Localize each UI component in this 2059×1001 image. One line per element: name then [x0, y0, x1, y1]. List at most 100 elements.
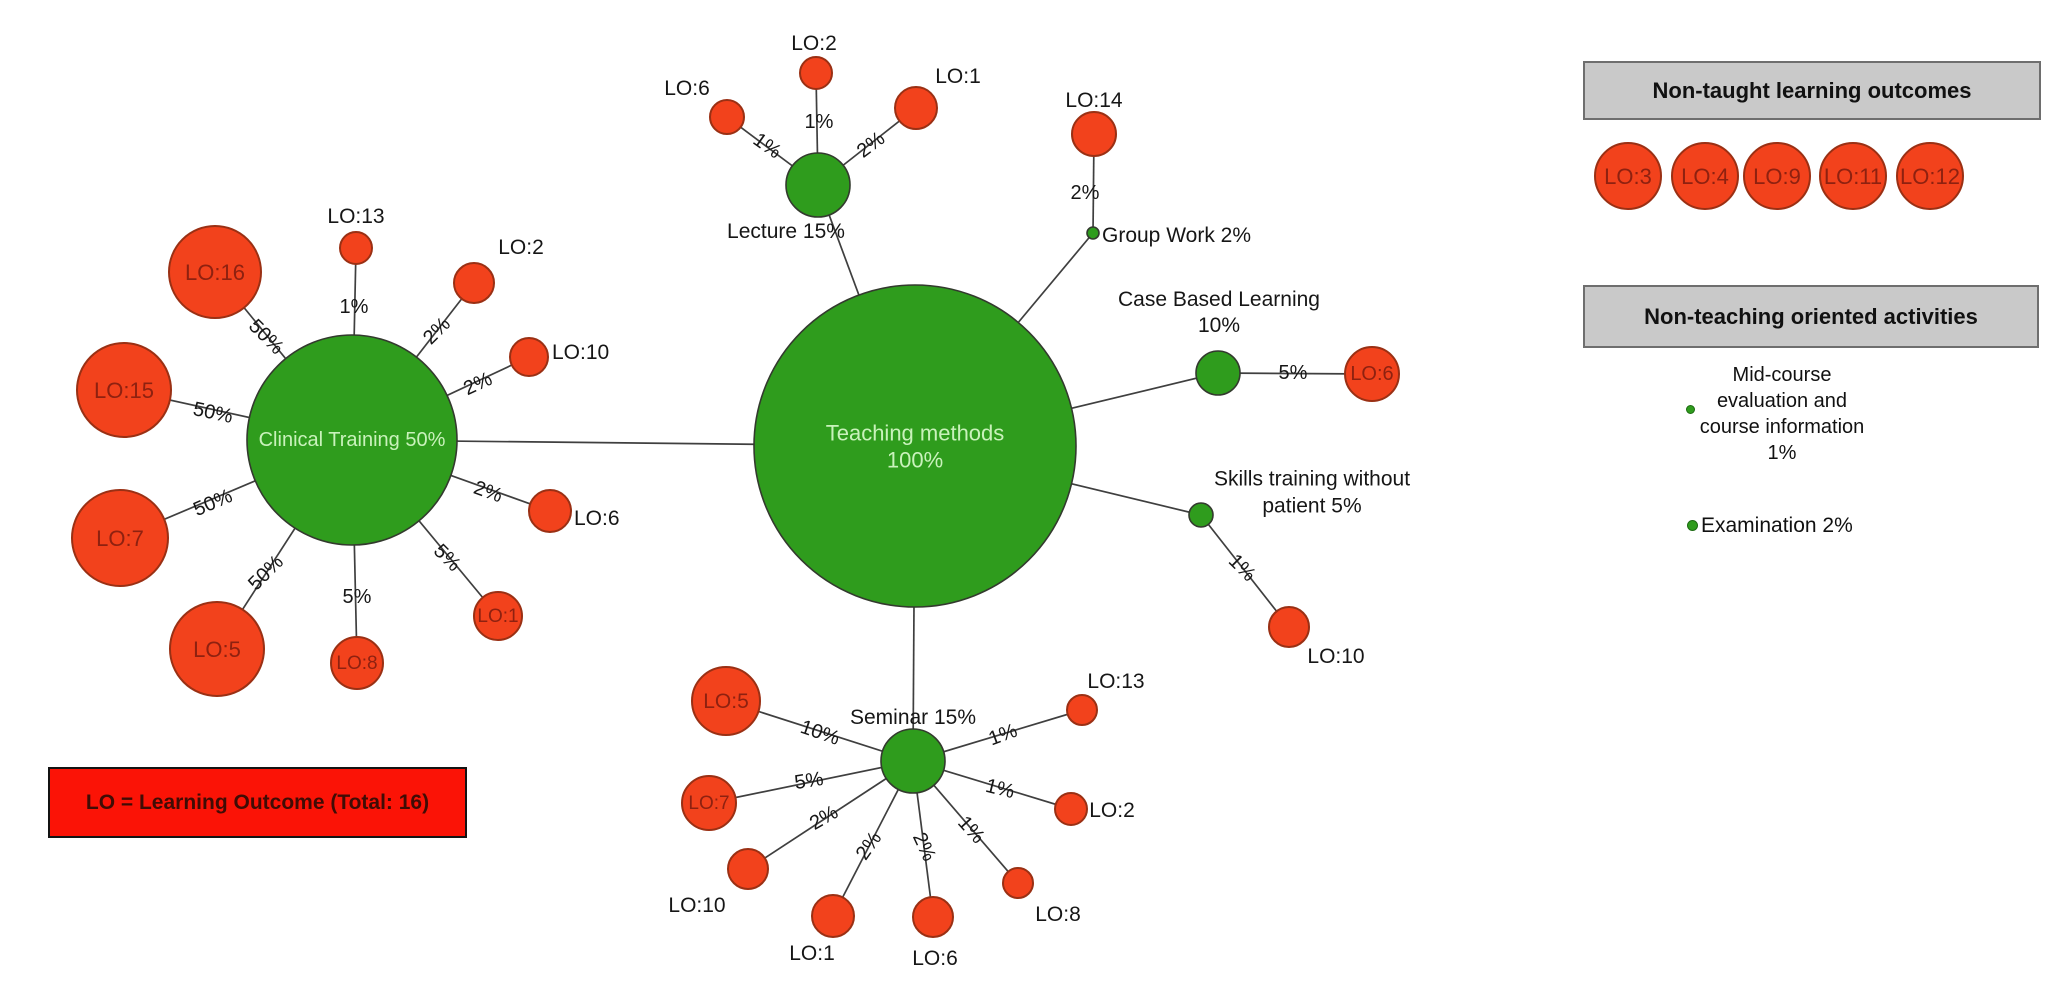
node-clinical: [246, 334, 458, 546]
node-label-lo11p: LO:11: [1824, 164, 1882, 189]
midcourse-line-2: evaluation and: [1716, 390, 1848, 412]
midcourse-dot-icon: [1686, 405, 1695, 414]
node-label-lo8c: LO:8: [336, 653, 377, 674]
node-lo10s: [727, 848, 769, 890]
node-label-lo13c: LO:13: [327, 205, 384, 228]
node-label-lo1s: LO:1: [789, 942, 835, 965]
node-label-lo12p: LO:12: [1900, 164, 1960, 189]
node-skills: [1188, 502, 1214, 528]
edge-label-seminar-lo6s: 2%: [908, 829, 940, 865]
node-lo13s: [1066, 694, 1098, 726]
edge-label-lecture-lo2l: 1%: [805, 111, 834, 133]
node-label-clinical: Clinical Training 50%: [259, 429, 446, 451]
node-lo5s: [691, 666, 761, 736]
legend-label: LO = Learning Outcome (Total: 16): [85, 790, 430, 814]
node-label-lo6s: LO:6: [912, 947, 958, 970]
node-lo6cb: [1344, 346, 1400, 402]
midcourse-line-3: course information: [1699, 416, 1865, 438]
edge-label-seminar-lo13s: 1%: [986, 720, 1021, 751]
node-label-seminar: Seminar 15%: [850, 706, 976, 729]
node-label-lo14: LO:14: [1065, 89, 1123, 112]
non-teaching-header: Non-teaching oriented activities: [1583, 285, 2039, 348]
node-lo13c: [339, 231, 373, 265]
node-lo4p: [1671, 142, 1739, 210]
node-label-lo3p: LO:3: [1604, 164, 1652, 189]
node-lo1l: [894, 86, 938, 130]
edge-label-case-lo6cb: 5%: [1279, 362, 1308, 384]
edge-label-clinical-lo10c: 2%: [460, 368, 496, 400]
node-label-lo9p: LO:9: [1753, 164, 1801, 189]
node-label-lo2l: LO:2: [791, 32, 837, 55]
node-lo6l: [709, 99, 745, 135]
node-label-lo4p: LO:4: [1681, 164, 1729, 189]
node-lo8c: [330, 636, 384, 690]
legend-box: LO = Learning Outcome (Total: 16): [48, 767, 467, 838]
node-lo2l: [799, 56, 833, 90]
edge-seminar-lo7s: [708, 760, 914, 804]
non-teaching-title: Non-teaching oriented activities: [1644, 303, 1978, 329]
midcourse-line-1: Mid-course: [1732, 364, 1832, 386]
node-label-lo15: LO:15: [94, 378, 154, 403]
node-case: [1195, 350, 1241, 396]
edge-label-clinical-lo7c: 50%: [190, 485, 236, 521]
node-label-lo10c: LO:10: [552, 341, 609, 364]
nodes-layer: [71, 56, 1964, 938]
node-lo11p: [1819, 142, 1887, 210]
node-lo12p: [1896, 142, 1964, 210]
node-lo14: [1071, 111, 1117, 157]
node-label-lo7s: LO:7: [688, 793, 729, 814]
edge-label-clinical-lo8c: 5%: [343, 586, 372, 608]
node-lo2s: [1054, 792, 1088, 826]
examination-label: Examination 2%: [1701, 514, 1853, 537]
examination-dot-icon: [1687, 520, 1698, 531]
node-lo1s: [811, 894, 855, 938]
node-lo7s: [681, 775, 737, 831]
node-label-lo1c: LO:1: [477, 606, 518, 627]
node-label-lo7c: LO:7: [96, 526, 144, 551]
node-lo7c: [71, 489, 169, 587]
node-label-lo1l: LO:1: [935, 65, 981, 88]
node-label-lo10sk: LO:10: [1307, 645, 1364, 668]
node-lo10sk: [1268, 606, 1310, 648]
edge-label-clinical-lo2c: 2%: [419, 313, 455, 349]
midcourse-activity: Mid-course evaluation and course informa…: [1680, 362, 1884, 466]
edge-label-seminar-lo10s: 2%: [806, 801, 842, 835]
edge-label-lecture-lo6l: 1%: [749, 129, 785, 164]
non-taught-title: Non-taught learning outcomes: [1652, 77, 1972, 103]
node-lo2c: [453, 262, 495, 304]
edge-label-clinical-lo6c: 2%: [471, 477, 506, 508]
labels-layer: 50%1%2%50%2%50% 2%50%5%5%1%1%2%2%5%1%10%5…: [94, 32, 1960, 970]
node-label-case: Case Based Learning 10%: [1118, 288, 1320, 337]
node-lo15: [76, 342, 172, 438]
edge-label-clinical-lo5c: 50%: [244, 551, 288, 595]
node-lo16: [168, 225, 262, 319]
node-lo5c: [169, 601, 265, 697]
node-label-teaching: Teaching methods 100%: [826, 420, 1005, 472]
edge-skills-lo10sk: [1200, 514, 1290, 628]
node-lo3p: [1594, 142, 1662, 210]
edge-label-clinical-lo15: 50%: [191, 398, 235, 428]
node-lo1c: [473, 591, 523, 641]
node-label-lo5c: LO:5: [193, 637, 241, 662]
node-lo9p: [1743, 142, 1811, 210]
node-label-lo5s: LO:5: [703, 690, 749, 713]
node-label-lo2s: LO:2: [1089, 799, 1135, 822]
midcourse-pct: 1%: [1767, 442, 1797, 464]
node-label-skills: Skills training without patient 5%: [1214, 467, 1410, 517]
edge-label-seminar-lo7s: 5%: [793, 768, 825, 794]
node-teaching: [753, 284, 1077, 608]
node-label-lecture: Lecture 15%: [727, 220, 845, 243]
edge-label-seminar-lo1s: 2%: [852, 828, 887, 864]
node-gw: [1086, 226, 1100, 240]
edge-label-skills-lo10sk: 1%: [1224, 550, 1260, 586]
node-label-lo16: LO:16: [185, 260, 245, 285]
node-label-lo6cb: LO:6: [1350, 363, 1393, 385]
node-lo6c: [528, 489, 572, 533]
node-label-lo10s: LO:10: [668, 894, 725, 917]
node-lo8s: [1002, 867, 1034, 899]
node-seminar: [880, 728, 946, 794]
edge-seminar-lo10s: [747, 760, 914, 870]
node-label-lo6l: LO:6: [664, 77, 710, 100]
